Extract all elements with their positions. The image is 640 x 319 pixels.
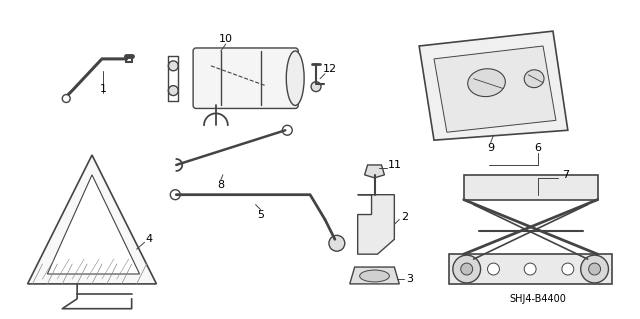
Polygon shape	[449, 254, 612, 284]
Polygon shape	[464, 175, 598, 200]
Circle shape	[282, 125, 292, 135]
Ellipse shape	[360, 270, 389, 282]
Text: 12: 12	[323, 64, 337, 74]
Circle shape	[461, 263, 473, 275]
Ellipse shape	[286, 51, 304, 106]
Text: 2: 2	[401, 212, 408, 222]
Text: 7: 7	[563, 170, 570, 180]
Circle shape	[589, 263, 600, 275]
Text: 1: 1	[99, 84, 106, 93]
Circle shape	[168, 61, 179, 71]
Text: 11: 11	[387, 160, 401, 170]
Text: 6: 6	[534, 143, 541, 153]
Circle shape	[524, 263, 536, 275]
Polygon shape	[434, 46, 556, 132]
Circle shape	[311, 82, 321, 92]
Polygon shape	[358, 195, 394, 254]
Circle shape	[488, 263, 499, 275]
Polygon shape	[349, 267, 399, 284]
Polygon shape	[365, 165, 385, 178]
Text: 3: 3	[406, 274, 413, 284]
Circle shape	[329, 235, 345, 251]
Circle shape	[62, 94, 70, 102]
Polygon shape	[419, 31, 568, 140]
Circle shape	[168, 85, 179, 96]
Polygon shape	[47, 175, 140, 274]
Text: 5: 5	[257, 210, 264, 219]
Text: SHJ4-B4400: SHJ4-B4400	[509, 294, 566, 304]
Polygon shape	[28, 155, 156, 284]
Circle shape	[562, 263, 574, 275]
Circle shape	[170, 190, 180, 200]
Text: 8: 8	[218, 180, 225, 190]
Ellipse shape	[524, 70, 544, 88]
Ellipse shape	[468, 69, 506, 97]
Text: 9: 9	[487, 143, 494, 153]
Circle shape	[580, 255, 609, 283]
Circle shape	[453, 255, 481, 283]
Text: 4: 4	[146, 234, 153, 244]
FancyBboxPatch shape	[193, 48, 298, 108]
Text: 10: 10	[219, 34, 233, 44]
